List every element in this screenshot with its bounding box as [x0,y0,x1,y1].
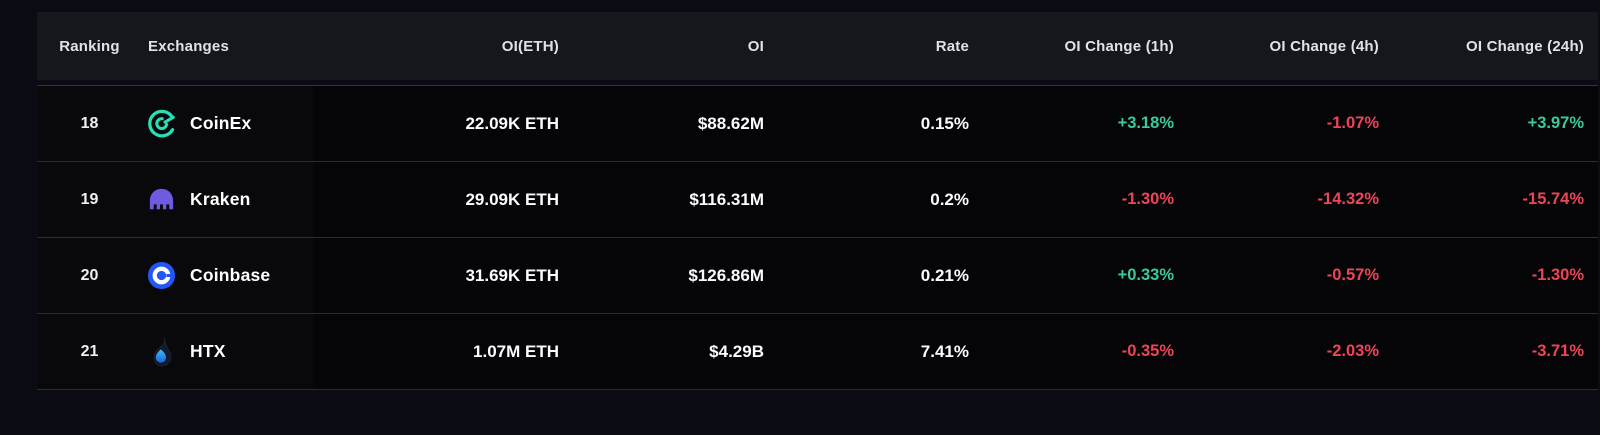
rate-value: 0.21% [920,265,969,285]
exchange-open-interest-table: Ranking Exchanges OI(ETH) OI Rate OI Cha… [37,12,1598,390]
oi-change-1h-value: -1.30% [1121,190,1174,208]
exchange-cell: HTX [142,336,354,367]
ranking-value: 19 [80,190,99,208]
header-oi-eth[interactable]: OI(ETH) [501,37,559,55]
table-row[interactable]: 19 Kraken 29.09K ETH $116.31M 0.2% -1.30… [37,162,1598,238]
ranking-value: 21 [80,342,99,360]
rate-value: 0.2% [930,189,969,209]
coinex-logo-icon [146,108,177,139]
table-row[interactable]: 18 CoinEx 22.09K ETH $88.62M 0.15% +3.18… [37,86,1598,162]
oi-change-24h-value: +3.97% [1527,114,1584,132]
oi-change-1h-value: +0.33% [1117,266,1174,284]
htx-logo-icon [146,336,177,367]
rate-value: 0.15% [920,113,969,133]
header-ranking[interactable]: Ranking [59,37,120,55]
oi-change-4h-value: -14.32% [1317,190,1379,208]
oi-change-4h-value: -2.03% [1326,342,1379,360]
exchange-name: Coinbase [190,265,271,285]
oi-change-24h-value: -3.71% [1531,342,1584,360]
exchange-name: CoinEx [190,113,252,133]
oi-change-24h-value: -15.74% [1522,190,1584,208]
table-row[interactable]: 21 HTX 1.07M ETH $4.29B 7.41% -0.35% -2.… [37,314,1598,390]
oi-change-24h-value: -1.30% [1531,266,1584,284]
oi-change-4h-value: -1.07% [1326,114,1379,132]
header-oi-change-1h[interactable]: OI Change (1h) [1064,37,1174,55]
exchange-name: HTX [190,341,226,361]
exchange-cell: Kraken [142,184,354,215]
header-oi-change-4h[interactable]: OI Change (4h) [1269,37,1379,55]
header-oi-change-24h[interactable]: OI Change (24h) [1465,37,1584,55]
oi-eth-value: 1.07M ETH [473,341,559,361]
table-row[interactable]: 20 Coinbase 31.69K ETH $126.86M 0.21% +0… [37,238,1598,314]
header-oi[interactable]: OI [747,37,764,55]
coinbase-logo-icon [146,260,177,291]
header-exchanges[interactable]: Exchanges [148,37,230,55]
oi-change-1h-value: -0.35% [1121,342,1174,360]
exchange-name: Kraken [190,189,251,209]
table-body: 18 CoinEx 22.09K ETH $88.62M 0.15% +3.18… [37,85,1598,390]
rate-value: 7.41% [920,341,969,361]
ranking-value: 20 [80,266,99,284]
table-header: Ranking Exchanges OI(ETH) OI Rate OI Cha… [37,12,1598,80]
oi-eth-value: 22.09K ETH [465,113,559,133]
oi-eth-value: 31.69K ETH [465,265,559,285]
exchange-cell: Coinbase [142,260,354,291]
oi-change-1h-value: +3.18% [1117,114,1174,132]
oi-change-4h-value: -0.57% [1326,266,1379,284]
oi-value: $116.31M [689,189,764,209]
ranking-value: 18 [80,114,99,132]
oi-value: $88.62M [697,113,764,133]
kraken-logo-icon [146,184,177,215]
exchange-cell: CoinEx [142,108,354,139]
header-rate[interactable]: Rate [935,37,969,55]
oi-eth-value: 29.09K ETH [465,189,559,209]
oi-value: $4.29B [709,341,764,361]
oi-value: $126.86M [688,265,764,285]
